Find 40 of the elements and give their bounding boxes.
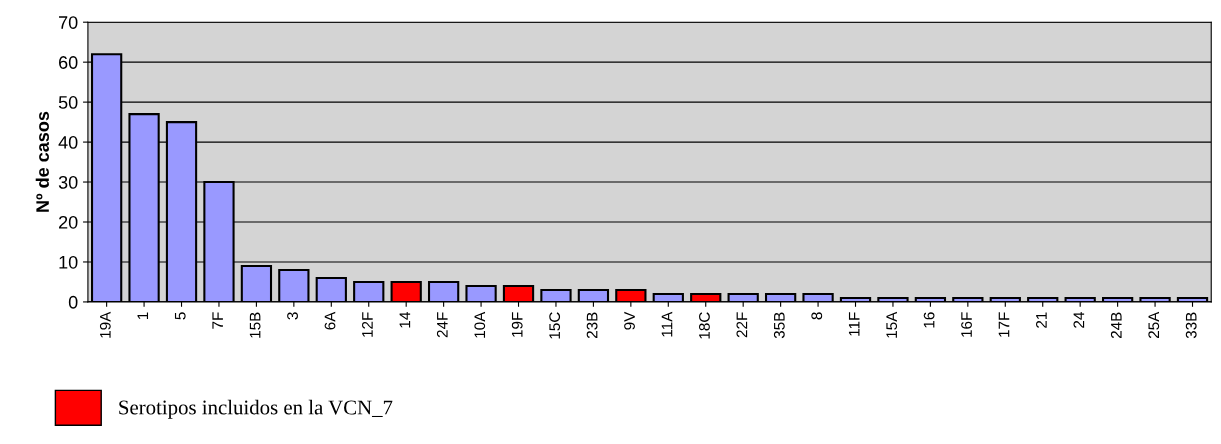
y-tick-label: 0 bbox=[68, 295, 78, 309]
x-tick-label: 5 bbox=[174, 312, 186, 320]
x-tick-label: 11A bbox=[661, 311, 673, 337]
x-tick-label: 18C bbox=[699, 312, 710, 339]
x-tick-label: 9V bbox=[624, 311, 635, 330]
x-tick-label: 24B bbox=[1110, 312, 1122, 339]
y-tick-label: 10 bbox=[59, 255, 78, 269]
x-tick-label: 15A bbox=[886, 311, 898, 338]
x-tick-label: 8 bbox=[811, 312, 823, 320]
x-tick-label: 25A bbox=[1148, 311, 1160, 339]
x-tick-label: 19F bbox=[511, 312, 523, 337]
x-tick-label: 19A bbox=[99, 311, 111, 338]
x-tick-label: 17F bbox=[998, 312, 1010, 337]
y-tick-label: 40 bbox=[58, 136, 78, 149]
y-tick-label: 20 bbox=[59, 215, 78, 229]
x-tick-label: 16 bbox=[923, 312, 935, 328]
x-tick-label: 21 bbox=[1036, 312, 1047, 328]
y-axis-title: Nº de casos bbox=[35, 111, 49, 212]
x-tick-label: 1 bbox=[137, 312, 149, 319]
y-tick-label: 30 bbox=[58, 175, 78, 189]
y-tick-label: 50 bbox=[58, 96, 78, 109]
y-tick-label: 60 bbox=[59, 56, 78, 69]
x-tick-label: 11F bbox=[848, 312, 860, 336]
x-tick-label: 14 bbox=[399, 312, 411, 328]
x-tick-label: 22F bbox=[736, 312, 748, 338]
x-tick-label: 35B bbox=[773, 312, 785, 339]
x-tick-label: 6A bbox=[324, 311, 336, 330]
x-tick-label: 10A bbox=[474, 311, 486, 338]
x-tick-label: 23B bbox=[586, 312, 598, 339]
x-tick-label: 24 bbox=[1073, 312, 1085, 328]
x-tick-label: 16F bbox=[961, 312, 972, 337]
legend-label: Serotipos incluidos en la VCN_7 bbox=[119, 399, 393, 419]
y-tick-label: 70 bbox=[59, 16, 78, 29]
x-tick-label: 15B bbox=[249, 312, 261, 338]
x-tick-label: 3 bbox=[287, 312, 298, 320]
x-tick-label: 7F bbox=[212, 312, 223, 329]
x-tick-label: 15C bbox=[549, 312, 561, 339]
x-tick-label: 33B bbox=[1185, 312, 1197, 339]
x-tick-label: 24F bbox=[436, 312, 448, 338]
x-tick-label: 12F bbox=[362, 312, 373, 337]
